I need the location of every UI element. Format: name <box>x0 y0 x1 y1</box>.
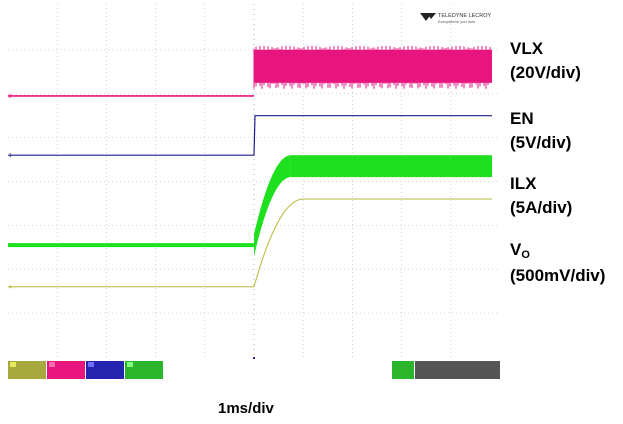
trace-vlx: 2 <box>8 45 492 100</box>
channel-marker-4: 4 <box>9 285 12 291</box>
ilx-steady <box>290 155 492 178</box>
label-ilx-scale: (5A/div) <box>510 198 573 217</box>
channel-marker-3: 3 <box>9 243 12 249</box>
label-ilx-name: ILX <box>510 174 537 193</box>
channel-marker-1: 2 <box>9 94 12 100</box>
ch-box-2 <box>47 361 85 379</box>
ilx-idle <box>8 243 254 248</box>
lecroy-logo: TELEDYNE LECROY Everywhere you look <box>420 13 492 24</box>
ilx-ramp <box>254 155 291 257</box>
trace-vo: 4 <box>8 198 492 291</box>
ch-box-4 <box>125 361 163 379</box>
label-en-name: EN <box>510 109 534 128</box>
status-bar <box>8 359 500 389</box>
channel-marker-2: 1 <box>9 153 12 159</box>
trace-en: 1 <box>8 115 492 159</box>
x-axis-label: 1ms/div <box>218 400 274 417</box>
traces: 2 1 3 4 <box>8 45 492 291</box>
vlx-switching-ripple <box>253 45 491 89</box>
label-vo-name: VO <box>510 240 530 261</box>
trace-ilx: 3 <box>8 155 492 257</box>
logo-text: TELEDYNE LECROY <box>438 13 492 19</box>
label-en-scale: (5V/div) <box>510 133 572 152</box>
ch-box-3 <box>86 361 124 379</box>
label-ilx: ILX (5A/div) <box>510 172 572 220</box>
en-line <box>8 115 492 156</box>
timebase-box <box>415 361 500 379</box>
label-vlx-name: VLX <box>510 39 544 58</box>
label-vo-sub: O <box>521 249 530 261</box>
label-vlx-scale: (20V/div) <box>510 63 581 82</box>
oscilloscope-screen: 2 1 3 4 TELEDYNE LECROY Everywhere you look <box>8 4 500 389</box>
label-vlx: VLX (20V/div) <box>510 37 581 85</box>
scope-plot: 2 1 3 4 TELEDYNE LECROY Everywhere you look <box>8 4 500 389</box>
label-vo-scale: (500mV/div) <box>510 266 606 285</box>
ch-box-1 <box>8 361 46 379</box>
label-vo: VO (500mV/div) <box>510 238 605 288</box>
label-en: EN (5V/div) <box>510 107 571 155</box>
logo-mark-icon <box>420 13 436 21</box>
vo-line <box>8 198 492 288</box>
trigger-box <box>392 361 414 379</box>
logo-subtext: Everywhere you look <box>438 19 475 24</box>
